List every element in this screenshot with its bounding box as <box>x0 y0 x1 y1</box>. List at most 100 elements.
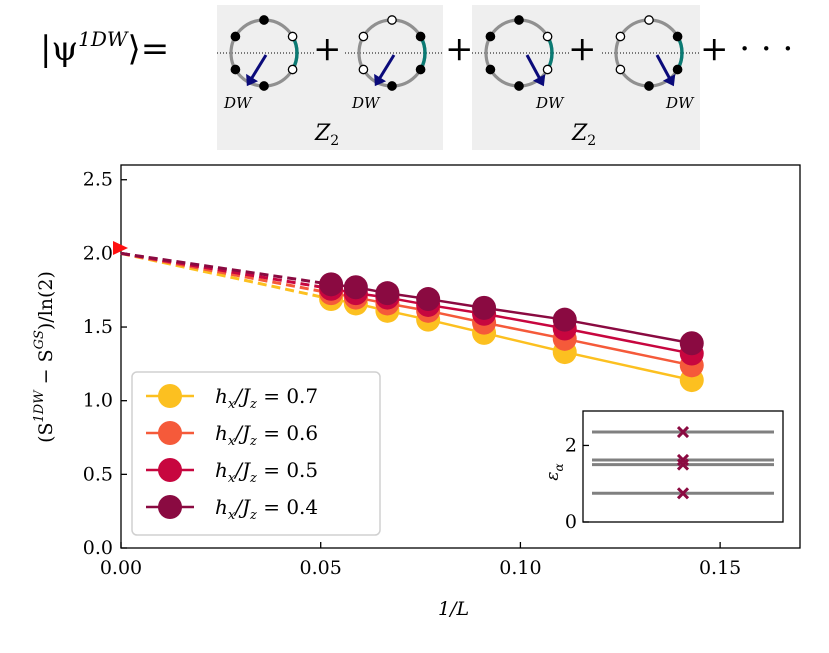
data-point-h04 <box>679 331 704 356</box>
inset-y-tick-label: 2 <box>565 434 577 456</box>
data-point-h04 <box>416 287 441 312</box>
x-axis-label: 1/L <box>438 598 469 620</box>
spin-down-site <box>542 64 553 75</box>
legend-marker-h06 <box>158 421 182 445</box>
inset-level-marker <box>676 425 690 439</box>
spin-down-site <box>358 31 369 42</box>
ring-diagram-2: DW <box>345 15 442 112</box>
data-point-h04 <box>375 281 400 306</box>
spin-up-site <box>415 64 426 75</box>
z2-sub-2: 2 <box>587 133 596 149</box>
z2-label-1: Z2 <box>314 121 339 149</box>
spin-up-site <box>672 64 683 75</box>
y-tick-label: 2.0 <box>83 242 113 264</box>
arrow-head <box>374 73 387 87</box>
equation-lhs-close: ⟩= <box>127 29 169 69</box>
equation-header: |ψ1DW⟩= Z2 Z2 + + + + · · · DW DW DW DW <box>40 5 793 150</box>
plus-sign-2: + <box>445 29 474 69</box>
z2-sub-1: 2 <box>330 133 339 149</box>
legend-frame <box>131 371 381 536</box>
extrapolation-start-marker <box>113 241 128 255</box>
equation-lhs-sup: 1DW <box>78 27 129 51</box>
spin-down-site <box>287 64 298 75</box>
spin-down-site <box>644 15 654 25</box>
arrow-head <box>246 73 259 87</box>
domain-wall-arrow <box>376 54 396 82</box>
inset-y-label: εα <box>543 463 566 480</box>
plus-sign-3: + <box>568 29 597 69</box>
ring-diagram-3: DW <box>472 15 569 112</box>
spin-up-site <box>485 31 496 42</box>
inset-chart: 0 2 εα <box>543 410 784 533</box>
y-label-sup1: 1DW <box>32 389 47 423</box>
spin-down-site <box>615 64 626 75</box>
spin-down-site <box>287 31 298 42</box>
y-tick-label: 1.5 <box>83 316 113 338</box>
spin-up-site <box>387 81 397 91</box>
data-point-h04 <box>552 307 577 332</box>
data-point-h04 <box>343 275 368 300</box>
spin-up-site <box>230 31 241 42</box>
main-chart: 0.00.51.01.52.02.5 0.00 0.05 0.10 0.15 1/L … <box>32 164 801 620</box>
spin-up-site <box>514 15 524 25</box>
arrow-head <box>532 74 546 87</box>
data-points <box>319 272 704 393</box>
legend-marker-h05 <box>158 458 182 482</box>
y-tick-label: 0.0 <box>83 537 113 559</box>
spin-up-site <box>230 64 241 75</box>
y-axis-ticks: 0.0 0.5 1.0 1.5 2.0 2.5 <box>83 169 127 559</box>
z2-box-2 <box>472 5 700 150</box>
spin-up-site <box>259 81 269 91</box>
domain-wall-arrow <box>525 54 543 82</box>
extrapolation-lines <box>120 251 332 301</box>
legend-marker-h07 <box>158 384 182 408</box>
legend-label-h07: hx/Jz = 0.7 <box>215 384 318 412</box>
legend-label-h06: hx/Jz = 0.6 <box>215 421 318 449</box>
equation-lhs: |ψ1DW⟩= <box>40 27 169 69</box>
data-point-h04 <box>472 295 497 320</box>
spin-up-site <box>485 64 496 75</box>
spin-up-site <box>672 31 683 42</box>
spin-up-site <box>415 31 426 42</box>
data-point-h04 <box>319 272 344 297</box>
inset-y-tick-label: 0 <box>565 511 577 533</box>
dw-label: DW <box>223 94 253 112</box>
spin-down-site <box>358 64 369 75</box>
inset-level-marker <box>676 453 690 467</box>
plus-sign-1: + <box>313 29 342 69</box>
x-tick-label: 0.10 <box>499 557 541 579</box>
z2-box-1 <box>217 5 443 150</box>
y-tick-label: 2.5 <box>83 169 113 191</box>
domain-wall-arrow <box>655 54 673 82</box>
domain-wall-arrow <box>248 54 268 82</box>
spin-up-site <box>259 15 269 25</box>
spin-down-site <box>615 31 626 42</box>
legend-label-h04: hx/Jz = 0.4 <box>215 495 318 523</box>
y-label-sup2: GS <box>32 330 47 349</box>
legend-label-h05: hx/Jz = 0.5 <box>215 458 318 486</box>
dw-label: DW <box>351 94 381 112</box>
x-tick-label: 0.00 <box>100 557 142 579</box>
legend-marker-h04 <box>158 495 182 519</box>
arrow-head <box>662 74 676 87</box>
x-tick-label: 0.05 <box>300 557 342 579</box>
y-axis-label: (S1DW − SGS)/ln(2) <box>32 271 57 443</box>
spin-down-site <box>542 31 553 42</box>
dw-label: DW <box>665 94 695 112</box>
spin-up-site <box>514 81 524 91</box>
dw-label: DW <box>535 94 565 112</box>
z2-label-2: Z2 <box>571 121 596 149</box>
spin-down-site <box>387 15 397 25</box>
ring-diagrams: DW DW DW DW <box>217 15 699 112</box>
inset-y-label-sub: α <box>552 463 566 471</box>
x-axis-ticks: 0.00 0.05 0.10 0.15 <box>100 542 741 579</box>
inset-level-marker <box>676 487 690 500</box>
plot-frame <box>120 164 801 549</box>
y-tick-label: 1.0 <box>83 390 113 412</box>
spin-up-site <box>644 81 654 91</box>
y-tick-label: 0.5 <box>83 463 113 485</box>
extrapolation-line-h04 <box>120 251 332 286</box>
y-label-mid: − S <box>35 349 57 390</box>
ring-diagram-1: DW <box>217 15 314 112</box>
